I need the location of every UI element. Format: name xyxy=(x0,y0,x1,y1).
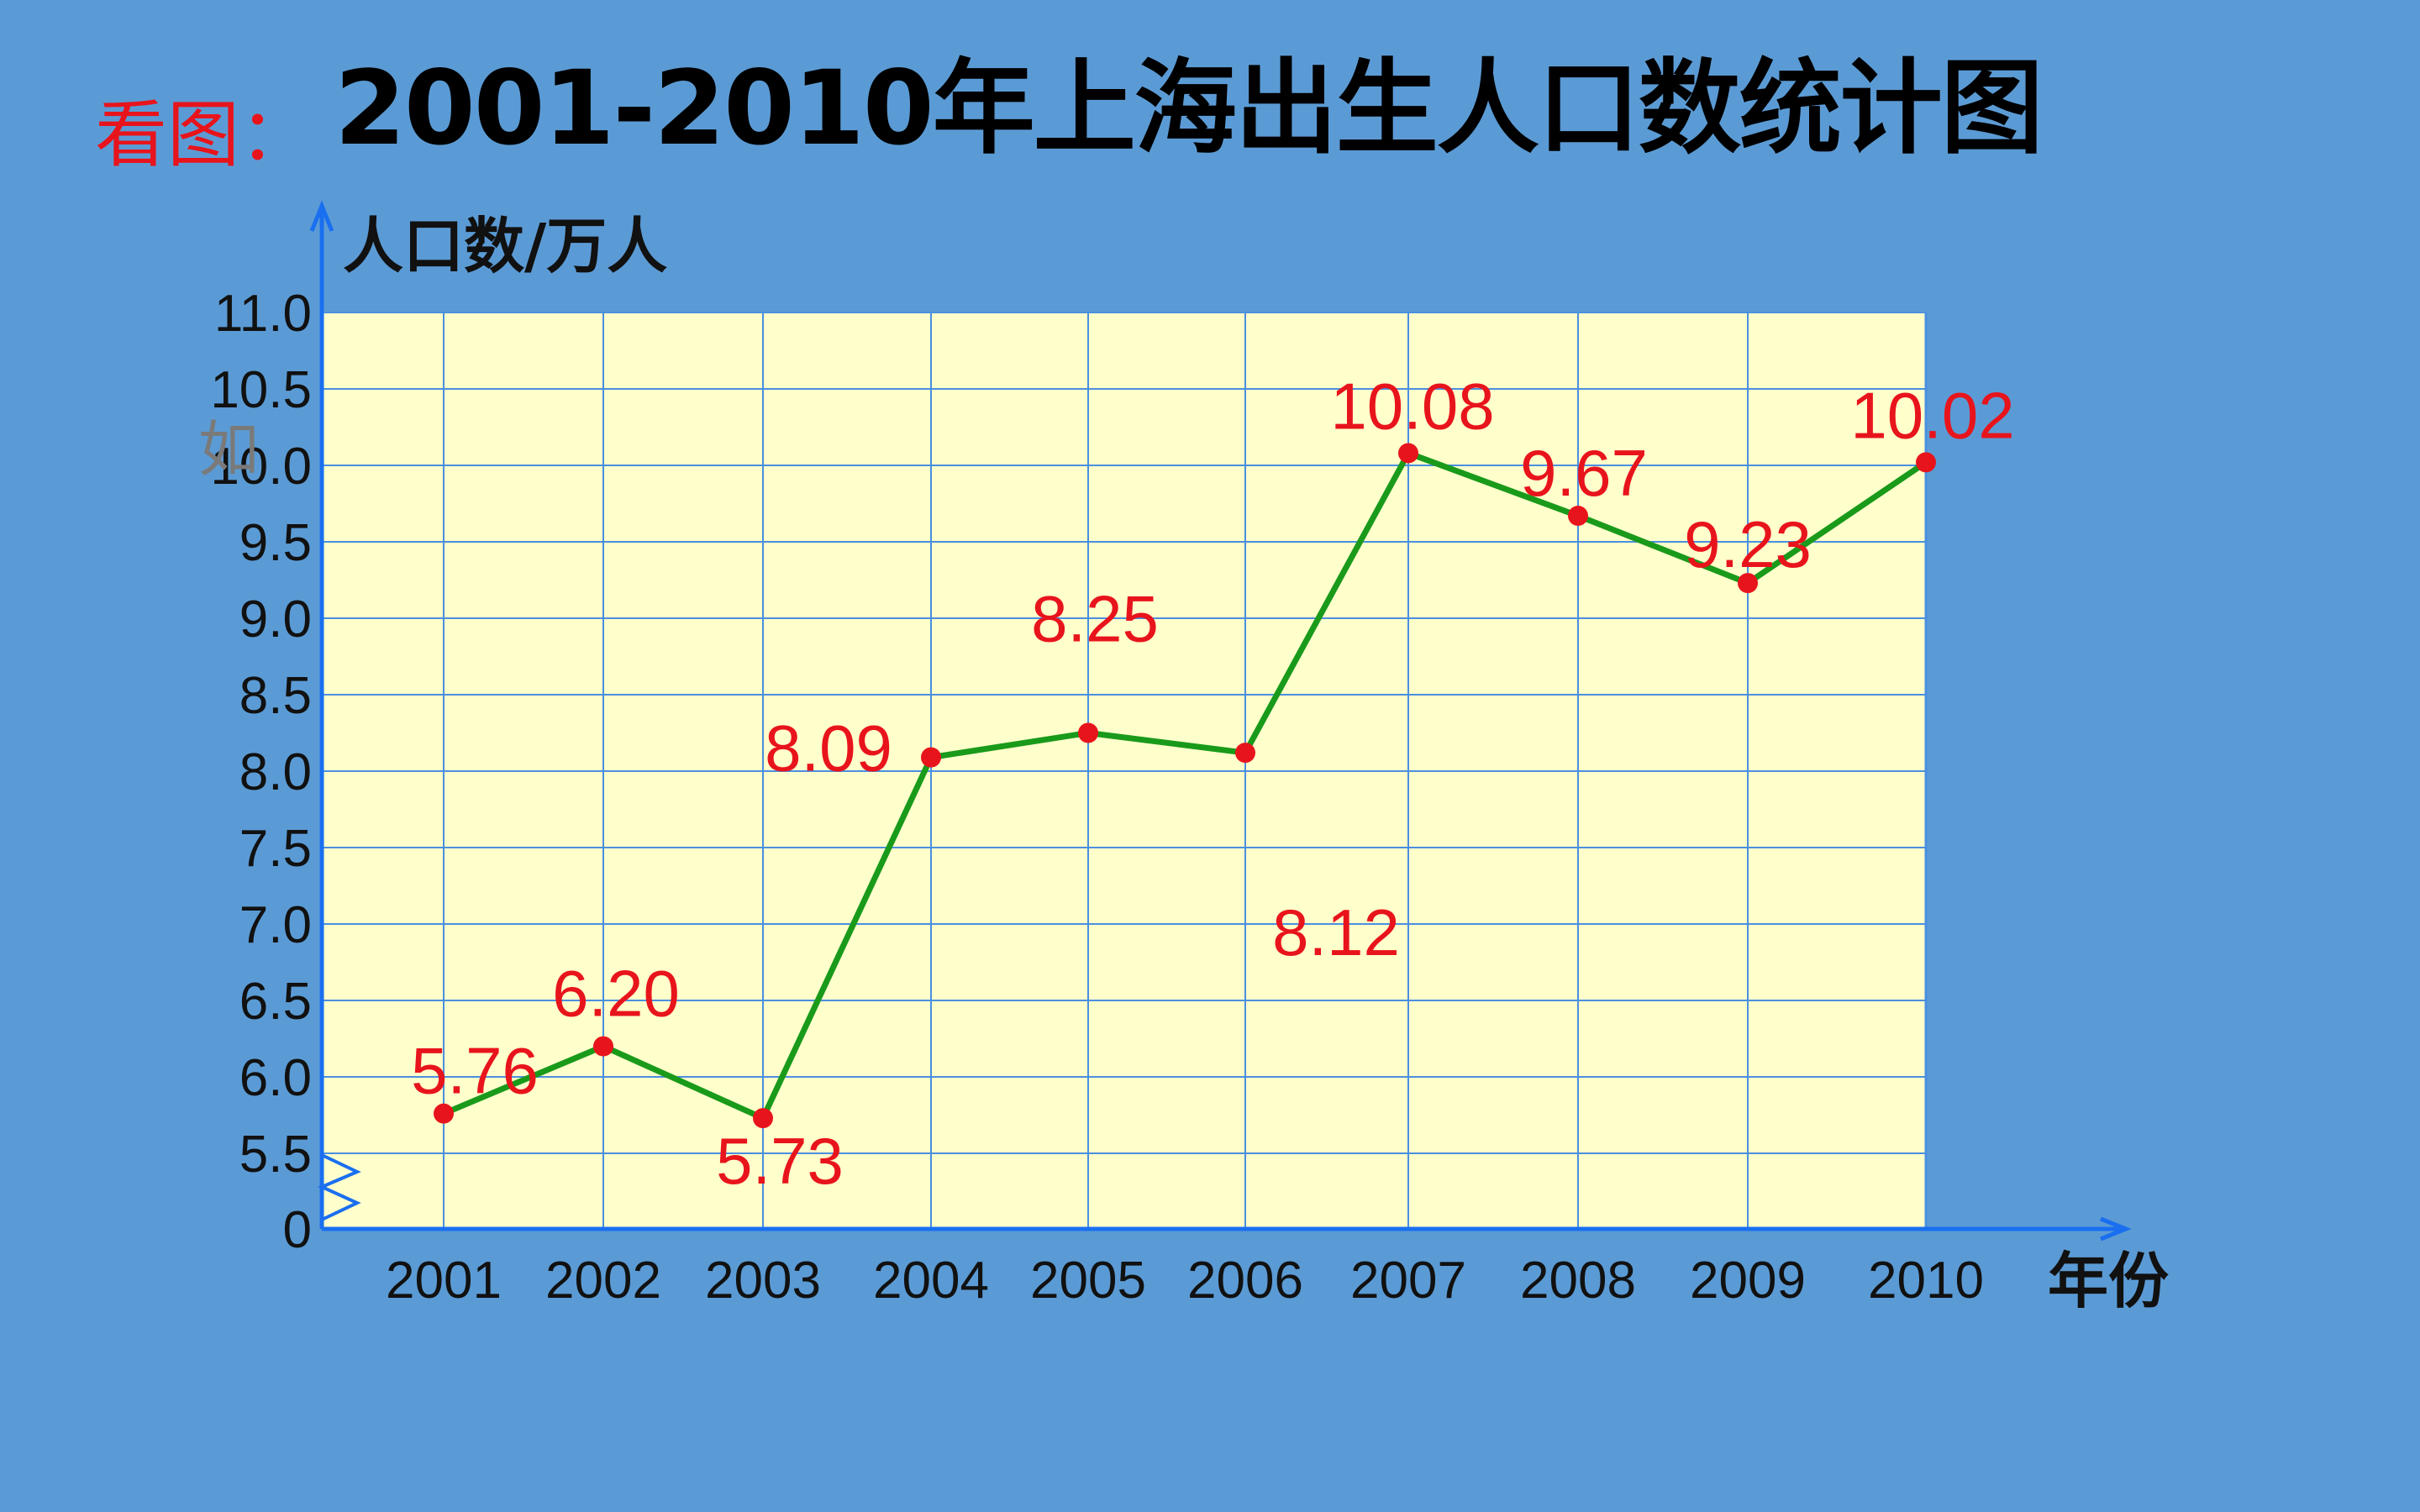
x-tick-label: 2005 xyxy=(1030,1252,1146,1310)
data-point xyxy=(1235,743,1255,764)
x-axis-arrow xyxy=(2100,1216,2132,1242)
data-label: 8.09 xyxy=(765,711,892,785)
data-point xyxy=(1916,452,1936,473)
y-tick-label: 8.0 xyxy=(239,743,312,801)
data-point xyxy=(753,1108,773,1129)
x-tick-label: 2007 xyxy=(1350,1252,1466,1310)
data-label: 8.25 xyxy=(1031,582,1159,656)
x-tick-label: 2009 xyxy=(1690,1252,1806,1310)
y-tick-label: 8.5 xyxy=(239,667,312,725)
data-point xyxy=(1738,573,1758,594)
data-label: 10.02 xyxy=(1850,378,2014,452)
x-tick-label: 2001 xyxy=(386,1252,502,1310)
y-tick-label: 10.5 xyxy=(210,361,312,419)
data-point xyxy=(1078,722,1098,743)
data-point xyxy=(434,1103,454,1124)
y-tick-label: 7.5 xyxy=(239,820,312,878)
y-tick-label: 10.0 xyxy=(210,438,312,496)
data-label: 9.23 xyxy=(1684,507,1812,581)
y-tick-label: 6.5 xyxy=(239,973,312,1031)
chart-title: 2001-2010年上海出生人口数统计图 xyxy=(334,49,2044,168)
data-label: 5.73 xyxy=(716,1124,844,1198)
data-label: 10.08 xyxy=(1330,369,1494,443)
x-tick-label: 2003 xyxy=(705,1252,821,1310)
x-tick-label: 2006 xyxy=(1187,1252,1303,1310)
data-point xyxy=(1568,506,1588,527)
y-tick-label: 6.0 xyxy=(239,1049,312,1107)
series-line xyxy=(442,449,1928,1121)
y-tick-label: 7.0 xyxy=(239,896,312,954)
x-tick-label: 2002 xyxy=(545,1252,661,1310)
y-tick-label: 9.5 xyxy=(239,514,312,572)
x-axis-title: 年份 xyxy=(2048,1246,2169,1316)
data-label: 8.12 xyxy=(1272,895,1400,969)
data-point xyxy=(1398,443,1418,464)
data-point xyxy=(921,747,941,768)
data-label: 5.76 xyxy=(411,1034,539,1108)
y-axis-title: 人口数/万人 xyxy=(343,211,667,281)
x-tick-label: 2010 xyxy=(1868,1252,1984,1310)
x-tick-label: 2008 xyxy=(1520,1252,1636,1310)
y-tick-label: 5.5 xyxy=(239,1126,312,1184)
data-point xyxy=(593,1036,613,1057)
y-tick-label: 9.0 xyxy=(239,591,312,648)
overlay-text: 如 xyxy=(198,414,259,485)
y-tick-label: 0 xyxy=(283,1201,312,1259)
data-label: 9.67 xyxy=(1520,436,1648,510)
y-axis-arrow xyxy=(309,200,334,232)
y-tick-label: 11.0 xyxy=(214,285,312,343)
x-tick-label: 2004 xyxy=(873,1252,989,1310)
axis-break-zigzag xyxy=(318,1153,361,1221)
data-label: 6.20 xyxy=(552,957,680,1031)
look-at-chart-prompt: 看图： xyxy=(95,93,312,177)
